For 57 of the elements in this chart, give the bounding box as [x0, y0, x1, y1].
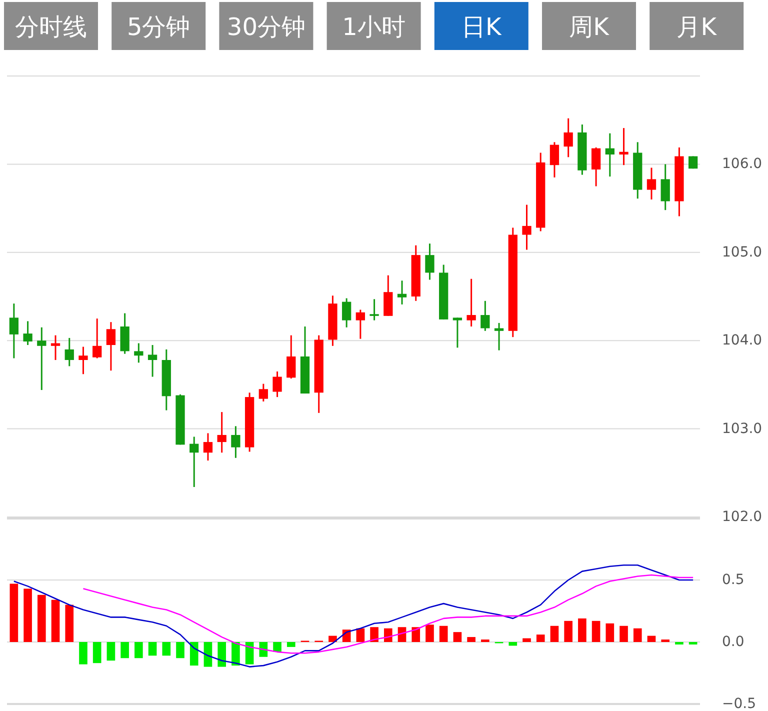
line-series [82, 574, 694, 654]
button: 分时线 [4, 2, 98, 50]
bar [218, 642, 226, 667]
button: 月K [650, 2, 744, 50]
bar [647, 636, 656, 642]
bar [550, 626, 559, 642]
bar [633, 628, 642, 642]
y-tick-label: 106.0 [722, 156, 762, 172]
bar [522, 638, 531, 642]
bar [162, 642, 171, 656]
y-tick-label: 103.0 [722, 420, 762, 437]
bar [92, 642, 102, 664]
button: 5分钟 [112, 2, 206, 50]
y-tick-label: 0.5 [722, 572, 744, 588]
y-tick-label: 105.0 [722, 244, 762, 260]
line-series [13, 564, 694, 668]
bar [426, 624, 434, 642]
bar [190, 642, 198, 666]
bar [370, 627, 378, 642]
bar [120, 642, 129, 658]
y-tick-label: 104.0 [722, 332, 762, 349]
bar [245, 642, 254, 664]
bar [467, 637, 476, 642]
bar [106, 642, 116, 661]
bar [606, 623, 614, 642]
bar [536, 634, 545, 642]
bar [24, 588, 32, 642]
bar [564, 620, 572, 642]
bar [65, 604, 74, 642]
bar [37, 594, 46, 642]
bar [286, 642, 296, 647]
bar [578, 618, 586, 642]
button: 周K [542, 2, 636, 50]
bar [384, 628, 392, 642]
y-tick-label: 0.0 [722, 634, 744, 650]
y-tick-label: −0.5 [722, 696, 756, 711]
bar [439, 626, 448, 642]
y-tick-label: 102.0 [722, 509, 762, 525]
bar [10, 584, 18, 642]
button: 30分钟 [219, 2, 314, 50]
bar [412, 627, 420, 642]
button: 日K [434, 2, 528, 50]
bar [328, 636, 337, 642]
bar [273, 642, 282, 652]
bar [356, 628, 365, 642]
bar [176, 642, 184, 658]
bar [232, 642, 240, 666]
bar [148, 642, 157, 656]
bar [51, 600, 60, 642]
bar [592, 620, 600, 642]
bar [453, 632, 462, 642]
bar [620, 626, 628, 642]
bar [79, 642, 88, 664]
bar [134, 642, 143, 658]
bar [204, 642, 212, 667]
bar [508, 642, 518, 646]
button: 1小时 [326, 2, 421, 50]
